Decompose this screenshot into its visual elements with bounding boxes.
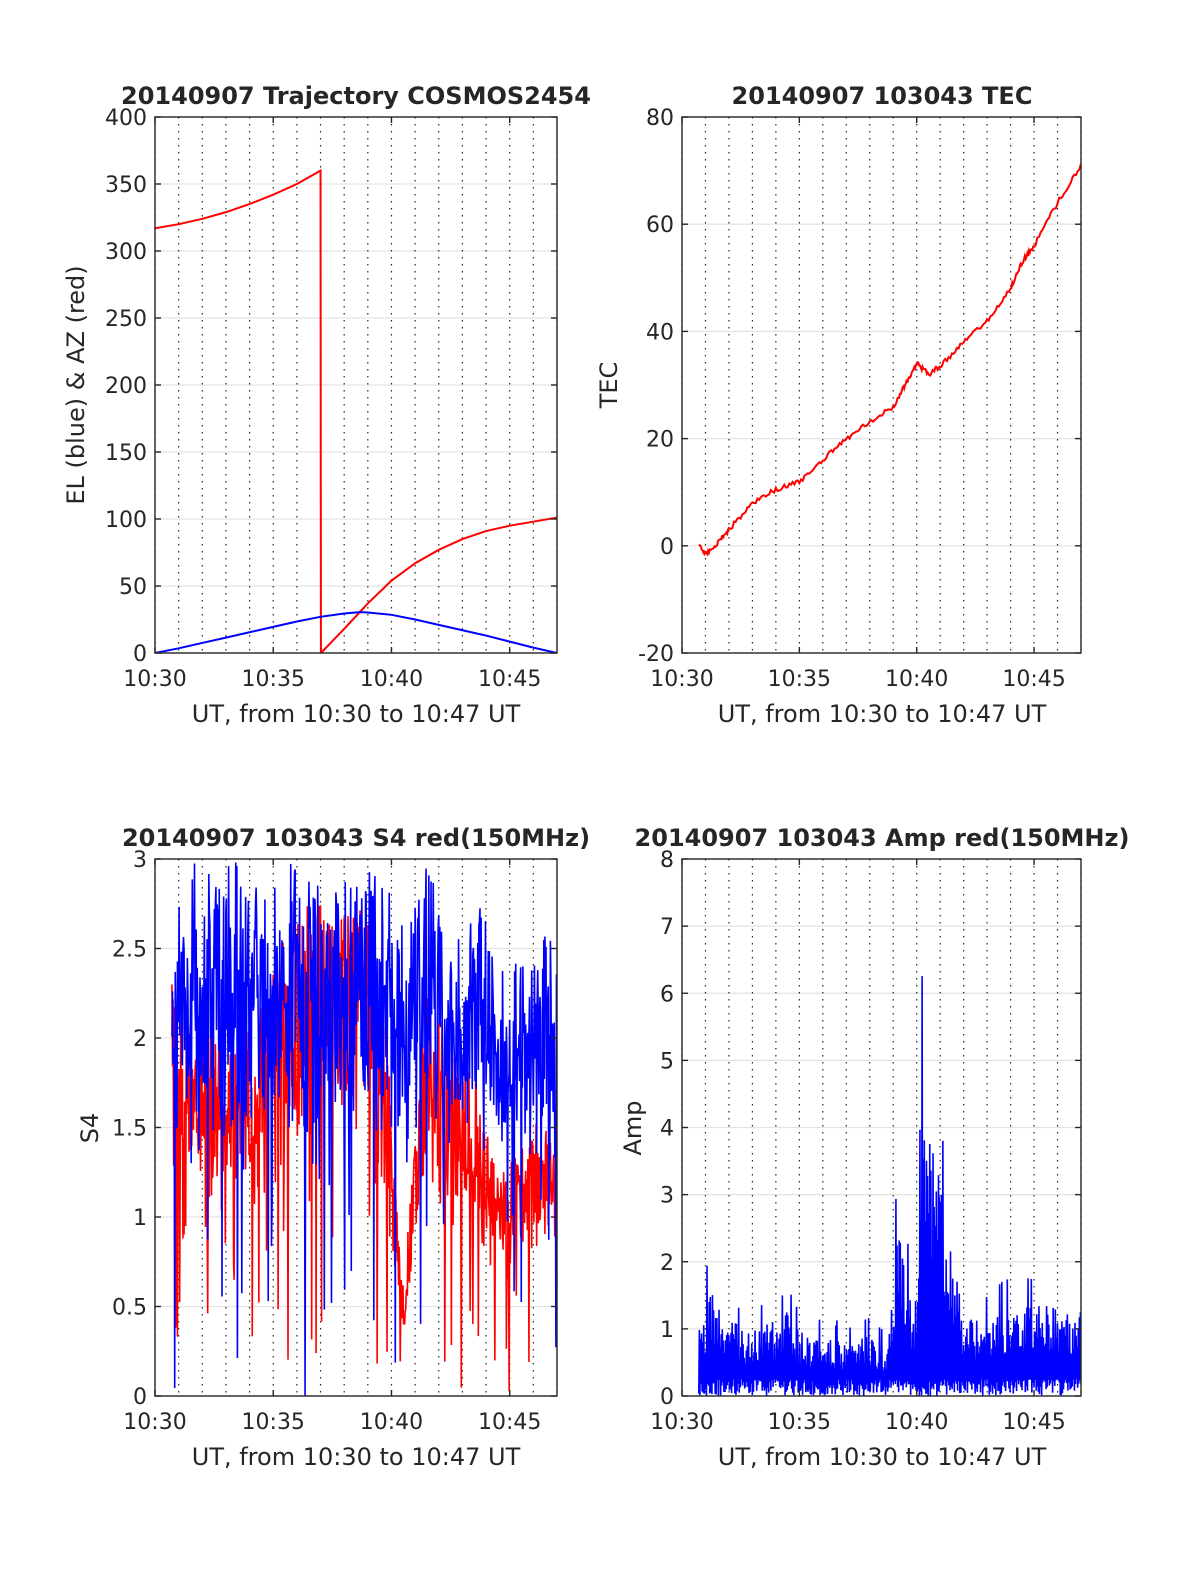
amp-panel: 20140907 103043 Amp red(150MHz) UT, from…: [619, 824, 1129, 1471]
y-tick-label: 1.5: [112, 1117, 147, 1142]
panel-title: 20140907 103043 S4 red(150MHz): [122, 824, 590, 852]
panel-title: 20140907 103043 Amp red(150MHz): [635, 824, 1130, 852]
x-tick-label: 10:30: [123, 1410, 186, 1435]
y-tick-label: 2: [133, 1027, 147, 1052]
x-tick-label: 10:40: [885, 667, 948, 692]
x-axis-label: UT, from 10:30 to 10:47 UT: [192, 1443, 521, 1471]
panel-title: 20140907 103043 TEC: [732, 82, 1033, 110]
y-tick-label: 0: [660, 535, 674, 560]
x-axis-label: UT, from 10:30 to 10:47 UT: [192, 700, 521, 728]
y-tick-label: 60: [646, 213, 674, 238]
y-tick-label: 300: [105, 240, 147, 265]
x-tick-label: 10:30: [123, 667, 186, 692]
series-group: [155, 168, 557, 653]
axes-box: [681, 116, 1082, 654]
s4-panel: 20140907 103043 S4 red(150MHz) UT, from …: [76, 824, 590, 1471]
series-line-1: [155, 611, 557, 653]
y-tick-label: 4: [660, 1117, 674, 1142]
y-tick-label: 0: [133, 642, 147, 667]
x-tick-label: 10:35: [768, 667, 831, 692]
y-tick-label: 1: [660, 1318, 674, 1343]
x-tick-label: 10:30: [650, 667, 713, 692]
x-tick-label: 10:40: [360, 1410, 423, 1435]
y-tick-label: 400: [105, 106, 147, 131]
y-tick-label: 2: [660, 1251, 674, 1276]
y-tick-label: 200: [105, 374, 147, 399]
x-tick-label: 10:40: [360, 667, 423, 692]
y-tick-label: -20: [638, 642, 674, 667]
y-tick-label: 150: [105, 441, 147, 466]
y-tick-label: 350: [105, 173, 147, 198]
y-axis-label: S4: [76, 1113, 104, 1144]
y-tick-label: 250: [105, 307, 147, 332]
x-tick-label: 10:30: [650, 1410, 713, 1435]
y-tick-label: 0.5: [112, 1296, 147, 1321]
series-line-0: [698, 163, 1081, 557]
y-tick-label: 80: [646, 106, 674, 131]
y-tick-label: 20: [646, 428, 674, 453]
y-axis-label: TEC: [595, 362, 623, 410]
x-tick-label: 10:45: [1002, 1410, 1065, 1435]
y-tick-label: 3: [133, 848, 147, 873]
y-tick-label: 5: [660, 1049, 674, 1074]
y-tick-label: 40: [646, 320, 674, 345]
y-tick-label: 8: [660, 848, 674, 873]
x-tick-label: 10:45: [478, 1410, 541, 1435]
series-line-1: [171, 862, 557, 1396]
x-tick-label: 10:35: [768, 1410, 831, 1435]
series-group: [171, 862, 557, 1396]
panel-title: 20140907 Trajectory COSMOS2454: [121, 82, 591, 110]
series-group: [698, 163, 1081, 557]
y-tick-label: 3: [660, 1184, 674, 1209]
y-tick-label: 0: [660, 1385, 674, 1410]
plot-area: [682, 117, 1081, 653]
y-tick-label: 6: [660, 982, 674, 1007]
x-axis-label: UT, from 10:30 to 10:47 UT: [718, 1443, 1047, 1471]
y-tick-label: 50: [119, 575, 147, 600]
y-axis-label: EL (blue) & AZ (red): [62, 265, 90, 504]
y-tick-label: 0: [133, 1385, 147, 1410]
y-axis-label: Amp: [619, 1100, 647, 1155]
trajectory-panel: 20140907 Trajectory COSMOS2454 UT, from …: [62, 82, 591, 728]
series-group: [698, 976, 1081, 1396]
x-tick-label: 10:40: [885, 1410, 948, 1435]
x-tick-label: 10:35: [242, 1410, 305, 1435]
x-tick-label: 10:45: [478, 667, 541, 692]
y-tick-label: 7: [660, 915, 674, 940]
x-tick-label: 10:45: [1002, 667, 1065, 692]
series-line-0: [698, 976, 1081, 1396]
y-tick-label: 2.5: [112, 938, 147, 963]
series-line-0: [155, 168, 557, 653]
x-axis-label: UT, from 10:30 to 10:47 UT: [718, 700, 1047, 728]
y-tick-label: 1: [133, 1206, 147, 1231]
tec-panel: 20140907 103043 TEC UT, from 10:30 to 10…: [595, 82, 1082, 728]
x-tick-label: 10:35: [242, 667, 305, 692]
y-tick-label: 100: [105, 508, 147, 533]
